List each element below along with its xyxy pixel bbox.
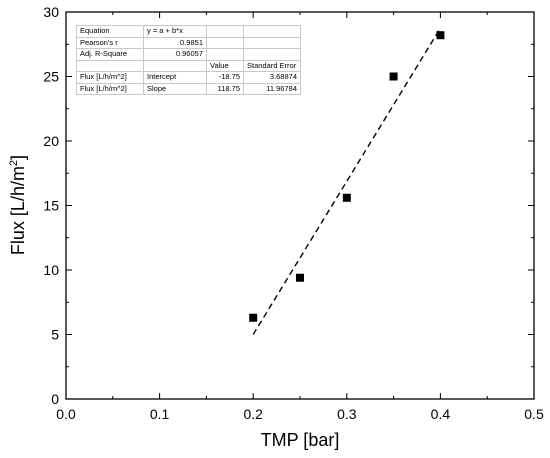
x-tick-label: 0.2	[243, 406, 263, 422]
fit-table-cell: Standard Error	[243, 59, 301, 72]
data-points	[249, 31, 445, 322]
x-axis: 0.0 0.1 0.2 0.3 0.4 0.5	[56, 12, 544, 422]
fit-table-cell: -18.75	[206, 71, 244, 84]
y-axis-title-sup: 2	[8, 160, 20, 166]
fit-table-cell: Intercept	[143, 71, 207, 84]
fit-table-cell: Adj. R-Square	[76, 48, 144, 61]
fit-table-cell	[206, 36, 244, 49]
x-tick-label: 0.5	[524, 406, 544, 422]
fit-table-cell	[206, 48, 244, 61]
fit-table-cell: 0.9851	[143, 36, 207, 49]
x-tick-label: 0.1	[150, 406, 170, 422]
fit-results-table: Equation y = a + b*x Pearson's r 0.9851 Adj.…	[76, 25, 301, 95]
fit-table-cell: 3.68874	[243, 71, 301, 84]
fit-table-cell: Flux [L/h/m^2]	[76, 71, 144, 84]
fit-table-row: Pearson's r 0.9851	[76, 36, 301, 49]
y-tick-label: 25	[43, 69, 59, 85]
fit-table-cell: 11.96784	[243, 82, 301, 95]
fit-table-cell: Equation	[76, 25, 144, 38]
x-tick-label: 0.3	[337, 406, 357, 422]
x-axis-title: TMP [bar]	[261, 430, 340, 450]
fit-table-row: Flux [L/h/m^2] Slope 118.75 11.96784	[76, 82, 301, 95]
y-tick-label: 20	[43, 133, 59, 149]
fit-table-cell	[243, 48, 301, 61]
fit-table-cell: 0.96057	[143, 48, 207, 61]
y-axis-title: Flux [L/h/m2]	[8, 155, 28, 255]
y-axis-title-end: ]	[8, 155, 28, 160]
fit-table-cell	[76, 59, 144, 72]
data-point	[436, 31, 445, 40]
y-axis: 0 5 10 15 20 25 30	[43, 4, 534, 407]
x-tick-label: 0.4	[431, 406, 451, 422]
fit-table-cell: Flux [L/h/m^2]	[76, 82, 144, 95]
fit-table-cell	[243, 25, 301, 38]
fit-table-row: Flux [L/h/m^2] Intercept -18.75 3.68874	[76, 71, 301, 84]
fit-table-cell: y = a + b*x	[143, 25, 207, 38]
fit-table-cell	[143, 59, 207, 72]
fit-table-row: Adj. R-Square 0.96057	[76, 48, 301, 61]
fit-table-cell	[206, 25, 244, 38]
y-tick-label: 10	[43, 262, 59, 278]
x-tick-label: 0.0	[56, 406, 76, 422]
fit-table-row: Equation y = a + b*x	[76, 25, 301, 38]
data-point	[389, 72, 398, 81]
fit-table-cell: 118.75	[206, 82, 244, 95]
data-point	[296, 273, 304, 282]
fit-table-cell	[243, 36, 301, 49]
y-tick-label: 0	[51, 391, 59, 407]
fit-table-row: Value Standard Error	[76, 59, 301, 72]
fit-table-cell: Slope	[143, 82, 207, 95]
data-point	[342, 193, 351, 202]
fit-table-cell: Value	[206, 59, 244, 72]
y-tick-label: 30	[43, 4, 59, 20]
y-axis-title-main: Flux [L/h/m	[8, 166, 28, 255]
fit-table-cell: Pearson's r	[76, 36, 144, 49]
data-point	[249, 313, 258, 322]
y-tick-label: 15	[43, 198, 59, 214]
y-tick-label: 5	[51, 327, 59, 343]
